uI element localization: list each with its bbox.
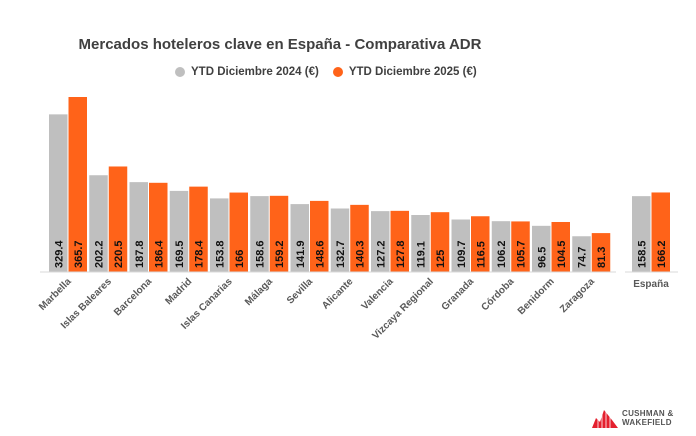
series-2025-value-label: 365.7 xyxy=(73,240,85,268)
cushman-wakefield-logo: CUSHMAN & WAKEFIELD xyxy=(592,408,674,428)
legend-item-2025: YTD Diciembre 2025 (€) xyxy=(332,66,477,78)
series-2025-value-label: 104.5 xyxy=(556,240,568,268)
series-2024-value-label: 74.7 xyxy=(577,247,589,268)
series-2024-bar xyxy=(169,190,189,272)
series-2025-value-label: 125 xyxy=(435,250,447,268)
x-tick-label: Barcelona xyxy=(112,276,154,318)
series-2025-bar xyxy=(591,233,611,272)
series-2025-bar xyxy=(511,221,530,272)
series-2024-value-label: 106.2 xyxy=(496,240,508,268)
series-2025-bar xyxy=(149,182,168,272)
series-2024-bar xyxy=(491,221,511,272)
series-2025-value-label: 116.5 xyxy=(475,241,487,268)
series-2024-bar xyxy=(371,211,390,272)
series-2024-value-label: 132.7 xyxy=(335,240,347,268)
espana-2025-bar xyxy=(651,192,670,272)
series-2025-bar xyxy=(390,210,409,272)
series-2024-value-label: 187.8 xyxy=(134,240,146,268)
series-2025-bar xyxy=(189,186,208,272)
series-2024-value-label: 202.2 xyxy=(94,240,106,268)
series-2025-bar xyxy=(551,221,570,272)
legend-item-2024: YTD Diciembre 2024 (€) xyxy=(175,66,319,78)
series-2025-bar xyxy=(430,212,450,272)
x-tick-label: Málaga xyxy=(243,276,275,308)
series-2025-value-label: 220.5 xyxy=(113,240,125,268)
logo-line1: CUSHMAN & xyxy=(622,409,674,418)
series-2024-value-label: 96.5 xyxy=(536,247,548,268)
series-2024-value-label: 329.4 xyxy=(53,240,65,268)
x-tick-label: Marbella xyxy=(37,276,74,313)
series-2025-value-label: 166 xyxy=(234,250,246,268)
series-2024-value-label: 119.1 xyxy=(416,241,428,268)
logo-icon xyxy=(592,408,618,428)
series-2024-bar xyxy=(49,114,68,273)
legend-label-2024: YTD Diciembre 2024 (€) xyxy=(191,66,319,78)
series-2024-value-label: 158.6 xyxy=(255,240,267,268)
series-2024-bar xyxy=(411,215,430,272)
series-2024-value-label: 127.2 xyxy=(375,240,387,268)
series-2024-value-label: 141.9 xyxy=(295,240,307,268)
legend-swatch-2025 xyxy=(332,67,343,77)
series-2025-value-label: 140.3 xyxy=(355,240,367,268)
series-2024-value-label: 153.8 xyxy=(214,240,226,268)
series-2025-bar xyxy=(108,166,128,272)
series-2025-bar xyxy=(310,200,329,272)
espana-2025-value-label: 166.2 xyxy=(656,240,668,268)
x-tick-label: Valencia xyxy=(360,276,396,312)
series-2025-bar xyxy=(471,216,490,272)
series-2024-bar xyxy=(129,182,148,272)
series-2024-bar xyxy=(250,196,269,272)
legend-swatch-2024 xyxy=(175,67,185,77)
series-2024-bar xyxy=(532,225,551,272)
series-2025-value-label: 186.4 xyxy=(153,240,165,268)
series-2024-bar xyxy=(451,219,470,272)
x-tick-label: Madrid xyxy=(163,276,194,307)
series-2025-value-label: 105.7 xyxy=(516,240,528,268)
x-tick-label: Granada xyxy=(440,276,477,313)
x-tick-label: Sevilla xyxy=(285,276,315,306)
logo-line2: WAKEFIELD xyxy=(622,418,672,427)
legend: YTD Diciembre 2024 (€) YTD Diciembre 202… xyxy=(175,66,477,78)
series-2024-bar xyxy=(572,236,591,272)
espana-2024-value-label: 158.5 xyxy=(636,240,648,268)
espana-2024-bar xyxy=(632,196,651,272)
chart-title: Mercados hoteleros clave en España - Com… xyxy=(78,36,482,53)
x-tick-label: Córdoba xyxy=(480,276,517,313)
x-tick-label: Zaragoza xyxy=(558,276,597,315)
series-2025-bar xyxy=(269,195,289,272)
series-2024-value-label: 109.7 xyxy=(456,240,468,268)
series-2025-bar xyxy=(68,97,87,272)
series-2025-value-label: 178.4 xyxy=(194,240,206,268)
series-2024-bar xyxy=(89,175,108,272)
series-2024-bar xyxy=(290,204,309,272)
series-2024-value-label: 169.5 xyxy=(174,240,186,268)
series-2025-value-label: 148.6 xyxy=(314,240,326,268)
series-2025-bar xyxy=(350,204,369,272)
x-tick-label: Benidorm xyxy=(516,276,557,317)
x-tick-label: Alicante xyxy=(320,276,356,312)
series-2024-bar xyxy=(210,198,229,272)
series-2025-bar xyxy=(229,192,248,272)
series-2025-value-label: 81.3 xyxy=(596,247,608,268)
series-2025-value-label: 159.2 xyxy=(274,240,286,268)
legend-label-2025: YTD Diciembre 2025 (€) xyxy=(348,66,477,78)
series-2025-value-label: 127.8 xyxy=(395,240,407,268)
espana-label: España xyxy=(633,279,669,290)
series-2024-bar xyxy=(330,208,350,272)
